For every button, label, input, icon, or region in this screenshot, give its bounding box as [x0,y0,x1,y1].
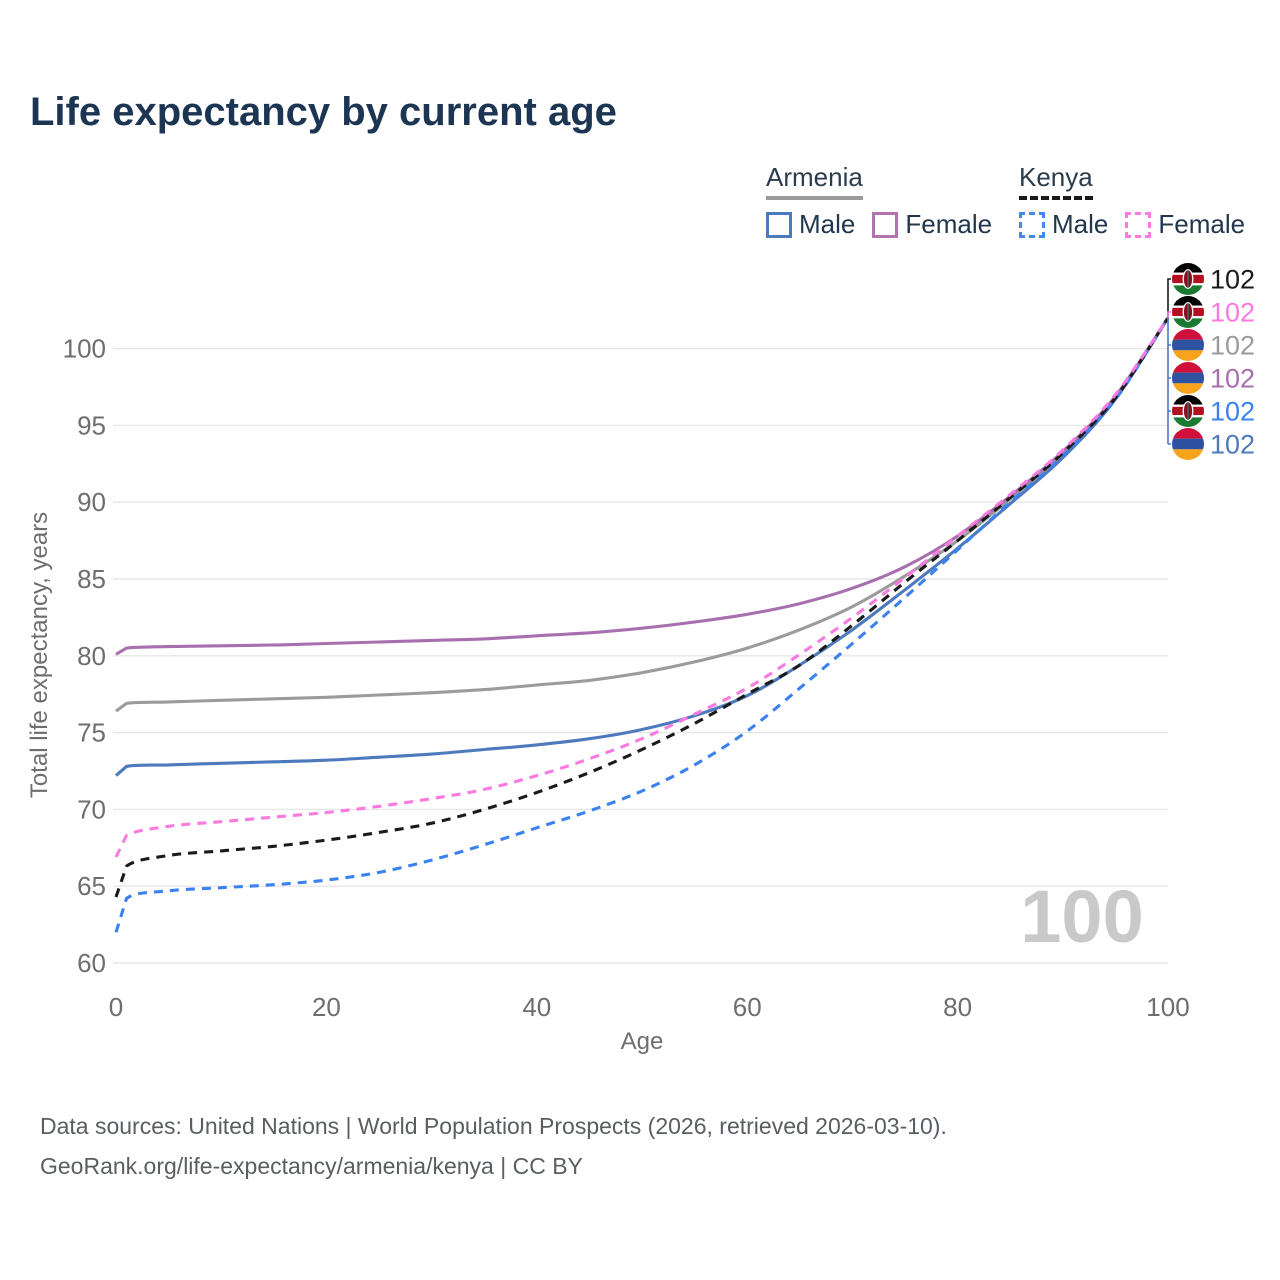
chart-legend: Armenia Male Female Kenya Male Female [0,0,1280,250]
legend-swatch-armenia-male [766,211,792,238]
legend-item-label: Female [905,209,993,239]
series-line-kenya-male[interactable] [114,317,1170,933]
legend-swatch-kenya-female [1125,211,1152,238]
footer-sources: Data sources: United Nations | World Pop… [40,1113,947,1139]
end-value-label: 102 [1210,331,1255,361]
series-line-armenia-male[interactable] [114,317,1170,777]
label-connector [1167,278,1171,318]
flag-stripe [1172,339,1204,351]
legend-item-armenia-female[interactable]: Female [872,209,992,240]
armenia-flag-icon [1172,329,1204,361]
legend-country-kenya: Kenya [1019,162,1093,200]
flag-stripe [1172,318,1204,328]
gridlines-group [113,347,1168,964]
series-line-armenia-both[interactable] [115,317,1170,713]
end-value-label: 102 [1210,397,1255,427]
legend-group-kenya: Kenya Male Female [1019,162,1262,240]
series-line-kenya-both[interactable] [114,317,1170,898]
x-tick-label: 80 [943,992,972,1022]
x-tick-label: 20 [312,992,341,1022]
end-value-label: 102 [1210,265,1255,295]
kenya-flag-icon [1172,395,1204,427]
flag-stripe [1172,449,1204,460]
legend-country-armenia: Armenia [766,162,863,200]
legend-swatch-armenia-female [872,211,899,238]
legend-swatch-kenya-male [1019,211,1045,238]
y-tick-label: 60 [77,948,106,978]
end-value-label: 102 [1210,430,1255,460]
label-connector [1167,311,1171,318]
x-axis-title: Age [621,1028,664,1055]
y-tick-label: 80 [77,641,106,671]
y-tick-label: 65 [77,871,106,901]
kenya-flag-icon [1172,263,1204,295]
x-tick-label: 0 [109,992,123,1022]
series-group [114,317,1170,933]
legend-items-kenya: Male Female [1019,209,1262,240]
x-tick-label: 60 [733,992,762,1022]
footer-attribution: GeoRank.org/life-expectancy/armenia/keny… [40,1153,583,1179]
flag-stripe [1172,395,1204,405]
chart-footer: Data sources: United Nations | World Pop… [40,1106,947,1186]
legend-item-kenya-male[interactable]: Male [1019,209,1108,240]
series-line-kenya-female[interactable] [114,317,1170,858]
flag-stripe [1172,372,1204,384]
x-tick-label: 40 [522,992,551,1022]
legend-item-label: Male [799,209,856,239]
flag-stripe [1172,285,1204,295]
y-tick-label: 90 [77,487,106,517]
y-tick-label: 85 [77,564,106,594]
legend-items-armenia: Male Female [766,209,1009,240]
flag-shield [1187,402,1189,420]
kenya-flag-icon [1172,296,1204,328]
armenia-flag-icon [1172,428,1204,460]
flag-stripe [1172,383,1204,394]
flag-stripe [1172,296,1204,306]
flag-shield [1187,270,1189,288]
y-tick-label: 100 [63,334,106,364]
flag-stripe [1172,329,1204,340]
legend-group-armenia: Armenia Male Female [766,162,1009,240]
flag-stripe [1172,362,1204,373]
legend-item-label: Male [1052,209,1109,239]
legend-item-label: Female [1158,209,1246,239]
y-tick-label: 95 [77,410,106,440]
legend-item-armenia-male[interactable]: Male [766,209,855,240]
page-title: Life expectancy by current age [30,90,617,134]
label-connector [1167,317,1171,445]
age-watermark: 100 [1020,875,1143,958]
y-tick-label: 70 [77,794,106,824]
flag-stripe [1172,350,1204,361]
end-value-label: 102 [1210,364,1255,394]
y-tick-label: 75 [77,718,106,748]
y-axis-title: Total life expectancy, years [26,512,53,798]
axis-ticks-group: 60 65 70 75 80 85 90 95 100 0 20 40 60 80 100 [63,334,1190,1022]
flag-stripe [1172,438,1204,450]
armenia-flag-icon [1172,362,1204,394]
series-line-armenia-female[interactable] [115,317,1170,656]
flag-stripe [1172,428,1204,439]
x-tick-label: 100 [1146,992,1189,1022]
flag-stripe [1172,417,1204,427]
end-value-label: 102 [1210,298,1255,328]
flag-shield [1187,303,1189,321]
flag-stripe [1172,263,1204,273]
legend-item-kenya-female[interactable]: Female [1125,209,1245,240]
